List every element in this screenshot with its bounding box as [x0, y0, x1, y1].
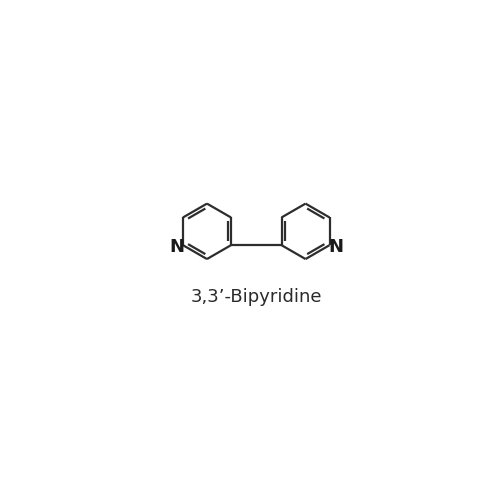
Text: N: N: [169, 238, 184, 256]
Text: 3,3’-Bipyridine: 3,3’-Bipyridine: [190, 288, 322, 306]
Text: N: N: [328, 238, 344, 256]
